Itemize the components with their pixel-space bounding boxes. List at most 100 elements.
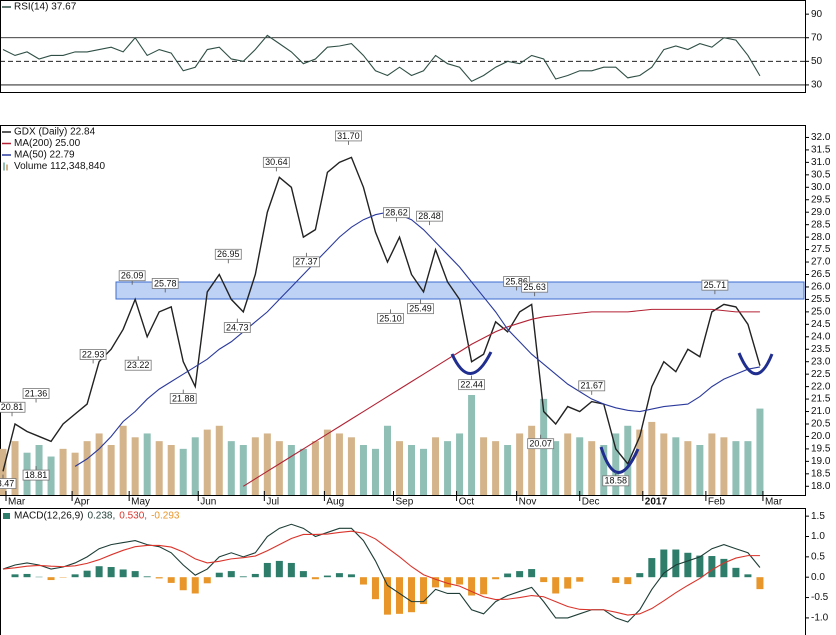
y-tick-label: 22.0 — [811, 381, 831, 392]
annotation-box — [335, 130, 362, 142]
annotation-label: 26.95 — [217, 249, 240, 259]
annotation-box — [578, 380, 606, 392]
legend-entry: GDX (Daily) 22.84 — [14, 127, 96, 138]
y-tick-label: 30.5 — [811, 169, 831, 180]
y-tick-label: 50 — [811, 56, 823, 67]
histogram-bar — [432, 577, 440, 588]
annotation-label: 25.63 — [523, 282, 546, 292]
volume-bar — [732, 441, 740, 495]
volume-bar — [468, 395, 476, 495]
cup-arc — [450, 351, 493, 375]
annotation-label: 21.67 — [580, 381, 603, 391]
volume-bar — [203, 429, 211, 495]
volume-bar — [444, 441, 452, 495]
volume-bar — [756, 408, 764, 495]
histogram-bar — [131, 571, 139, 578]
x-tick-label: Jun — [200, 497, 216, 508]
volume-bar — [696, 445, 704, 495]
histogram-bar — [395, 577, 403, 614]
volume-bar — [263, 433, 271, 495]
histogram-bar — [11, 574, 19, 578]
histogram-bar — [624, 577, 632, 585]
x-tick-label: Mar — [765, 497, 783, 508]
y-tick-label: -1.0 — [811, 613, 829, 624]
volume-bar — [287, 445, 295, 495]
volume-bar — [672, 437, 680, 495]
volume-bar — [323, 429, 331, 495]
volume-bar — [684, 441, 692, 495]
y-tick-label: 22.5 — [811, 369, 831, 380]
volume-bar — [720, 437, 728, 495]
x-tick-label: Oct — [459, 497, 475, 508]
volume-bar — [275, 441, 283, 495]
legend-entry: 0.530, — [119, 511, 147, 522]
histogram-bar — [71, 574, 79, 578]
annotation-box — [214, 248, 242, 260]
annotation-box — [22, 469, 50, 481]
series-line — [2, 156, 761, 472]
legend-entry: RSI(14) 37.67 — [14, 2, 77, 13]
histogram-bar — [95, 566, 103, 578]
volume-bar — [359, 445, 367, 495]
volume-bar — [47, 456, 55, 495]
histogram-bar — [119, 569, 127, 578]
histogram-bar — [732, 567, 740, 578]
volume-bar — [0, 448, 7, 495]
volume-bar — [155, 441, 163, 495]
y-tick-label: 20.0 — [811, 431, 831, 442]
annotation-label: 18.47 — [0, 478, 14, 488]
volume-bar — [191, 437, 199, 495]
volume-bar — [335, 433, 343, 495]
series-line — [2, 530, 760, 616]
histogram-bar — [239, 576, 247, 578]
histogram-bar — [564, 577, 572, 589]
volume-bar — [59, 448, 67, 495]
annotation-box — [124, 359, 152, 371]
volume-bar — [708, 433, 716, 495]
legend-entry: MA(200) 25.00 — [14, 138, 81, 149]
legend-entry: Volume 112,348,840 — [14, 161, 105, 172]
x-tick-label: Sep — [395, 497, 413, 508]
histogram-bar — [311, 577, 319, 580]
annotation-label: 21.36 — [25, 388, 48, 398]
volume-bar — [660, 433, 668, 495]
x-tick-label: Nov — [519, 497, 537, 508]
annotation-label: 23.22 — [127, 360, 150, 370]
histogram-bar — [708, 556, 716, 578]
annotation-label: 26.09 — [121, 271, 144, 281]
annotation-box — [223, 322, 251, 333]
volume-bar — [371, 448, 379, 495]
annotation-label: 31.70 — [337, 131, 360, 141]
legend-title: MACD(12,26,9) — [14, 511, 83, 522]
y-tick-label: 21.0 — [811, 406, 831, 417]
series-line — [2, 34, 761, 83]
histogram-bar — [696, 555, 704, 578]
histogram-bar — [167, 577, 175, 583]
x-tick-label: Dec — [582, 497, 600, 508]
volume-bar — [492, 441, 500, 495]
histogram-bar — [143, 576, 151, 578]
volume-bar — [11, 441, 19, 495]
histogram-bar — [323, 575, 331, 578]
y-tick-label: 1.0 — [811, 531, 825, 542]
histogram-bar — [576, 577, 584, 582]
annotation-label: 25.78 — [154, 278, 177, 288]
volume-bar — [576, 437, 584, 495]
volume-bar — [528, 425, 536, 495]
histogram-bar — [492, 577, 500, 580]
volume-bar — [167, 445, 175, 495]
annotation-box — [521, 281, 549, 293]
annotation-box — [458, 379, 485, 391]
histogram-bar — [756, 577, 764, 590]
histogram-bar — [347, 574, 355, 578]
x-tick-label: Mar — [8, 497, 26, 508]
volume-bar — [432, 437, 440, 495]
drawn-annotations — [450, 351, 774, 474]
annotation-box — [0, 478, 17, 489]
annotation-box — [0, 401, 26, 413]
panel-frame — [0, 125, 806, 496]
annotation-box — [169, 393, 197, 405]
histogram-bar — [275, 560, 283, 578]
x-tick-label: Jul — [266, 497, 279, 508]
x-tick-label: Feb — [708, 497, 726, 508]
